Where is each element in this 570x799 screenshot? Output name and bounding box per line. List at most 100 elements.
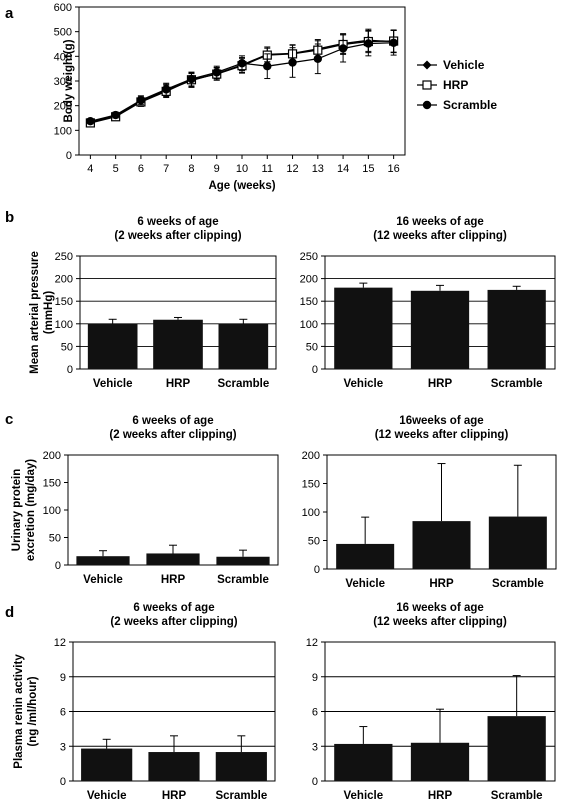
category-label: Vehicle [87,790,127,799]
category-label: HRP [166,378,191,390]
legend-marker [422,80,432,90]
data-point [288,58,297,67]
y-tick-label: 0 [312,776,318,788]
y-tick-label: 100 [302,507,320,519]
x-tick-label: 10 [236,163,248,175]
x-tick-label: 7 [163,163,169,175]
y-tick-label: 3 [60,741,66,753]
y-tick-label: 400 [54,51,72,63]
category-label: HRP [161,574,186,586]
y-tick-label: 50 [308,536,320,548]
chart-title-line: 6 weeks of age [137,216,218,228]
y-tick-label: 150 [43,478,61,490]
chart-title-line: 6 weeks of age [133,602,214,614]
bar-scramble [215,752,267,781]
chart-title-line: (2 weeks after clipping) [110,616,237,628]
x-tick-label: 16 [388,163,400,175]
bar-vehicle [334,743,393,781]
bar-scramble [216,556,270,565]
chart-title-line: (12 weeks after clipping) [373,616,507,628]
y-axis-label-line: Urinary protein [11,469,23,551]
category-label: HRP [428,790,453,799]
y-tick-label: 0 [312,364,318,376]
x-tick-label: 13 [312,163,324,175]
y-tick-label: 250 [300,251,318,263]
y-tick-label: 6 [60,707,66,719]
chart-title-line: 6 weeks of age [132,415,213,427]
panel-c1: c 6 weeks of age (2 weeks after clipping) 0… [5,411,279,586]
x-axis-label: Age (weeks) [208,180,275,192]
y-tick-label: 250 [55,251,73,263]
bar-hrp [410,742,470,781]
y-tick-label: 12 [54,637,66,649]
x-tick-label: 5 [113,163,119,175]
panel-d2: 16 weeks of age (12 weeks after clipping)… [306,602,556,799]
data-point [263,61,272,71]
y-tick-label: 600 [54,2,72,14]
y-tick-label: 3 [312,741,318,753]
y-tick-label: 200 [54,101,72,113]
chart-title-line: (2 weeks after clipping) [114,230,241,242]
category-label: Scramble [217,378,269,390]
data-point [161,85,171,94]
y-tick-label: 12 [306,637,318,649]
chart-title-line: (2 weeks after clipping) [109,429,236,441]
y-tick-label: 100 [43,505,61,517]
x-tick-label: 12 [286,163,298,175]
category-label: HRP [429,578,454,590]
panel-label-d: d [5,604,14,621]
bar-hrp [153,319,203,369]
chart-title-line: 16weeks of age [399,415,483,427]
category-label: Vehicle [344,790,384,799]
y-axis-label-line: excretion (mg/day) [25,459,37,561]
bar-vehicle [81,748,133,781]
category-label: Vehicle [83,574,123,586]
bar-scramble [488,516,547,569]
bar-hrp [148,752,200,781]
x-tick-label: 6 [138,163,144,175]
x-tick-label: 14 [337,163,349,175]
y-tick-label: 150 [55,296,73,308]
data-point [237,59,247,68]
panel-c2: 16weeks of age (12 weeks after clipping) 0… [302,415,557,590]
y-axis-label: Urinary protein excretion (mg/day) [11,459,37,561]
chart-title-line: (12 weeks after clipping) [373,230,507,242]
panel-b2: 16 weeks of age (12 weeks after clipping)… [300,216,556,390]
y-axis-label-line: (mmHg) [43,291,55,335]
series-hrp [85,29,399,128]
y-tick-label: 50 [61,341,73,353]
y-tick-label: 100 [54,125,72,137]
y-tick-label: 9 [312,672,318,684]
y-axis-label: Body weight(g) [63,39,75,122]
y-tick-label: 6 [312,707,318,719]
data-point [187,74,196,84]
y-tick-label: 200 [55,274,73,286]
category-label: Scramble [491,790,543,799]
y-tick-label: 150 [300,296,318,308]
legend-label: HRP [443,78,468,92]
y-tick-label: 200 [43,450,61,462]
chart-title-line: 16 weeks of age [396,602,484,614]
y-tick-label: 200 [300,274,318,286]
y-tick-label: 0 [67,364,73,376]
data-point [136,96,146,105]
panel-label-c: c [5,411,13,428]
chart-title-line: 16 weeks of age [396,216,484,228]
category-label: Vehicle [344,378,384,390]
data-point [364,39,373,48]
x-tick-label: 11 [262,163,273,175]
category-label: Vehicle [345,578,385,590]
bar-scramble [218,323,269,369]
data-point [86,117,95,126]
category-label: Scramble [491,378,543,390]
x-tick-label: 9 [214,163,220,175]
bar-scramble [487,289,546,369]
category-label: Scramble [215,790,267,799]
bar-vehicle [336,543,395,569]
category-label: HRP [162,790,187,799]
category-label: Vehicle [93,378,133,390]
y-tick-label: 0 [55,560,61,572]
legend-label: Vehicle [443,58,485,72]
category-label: Scramble [492,578,544,590]
